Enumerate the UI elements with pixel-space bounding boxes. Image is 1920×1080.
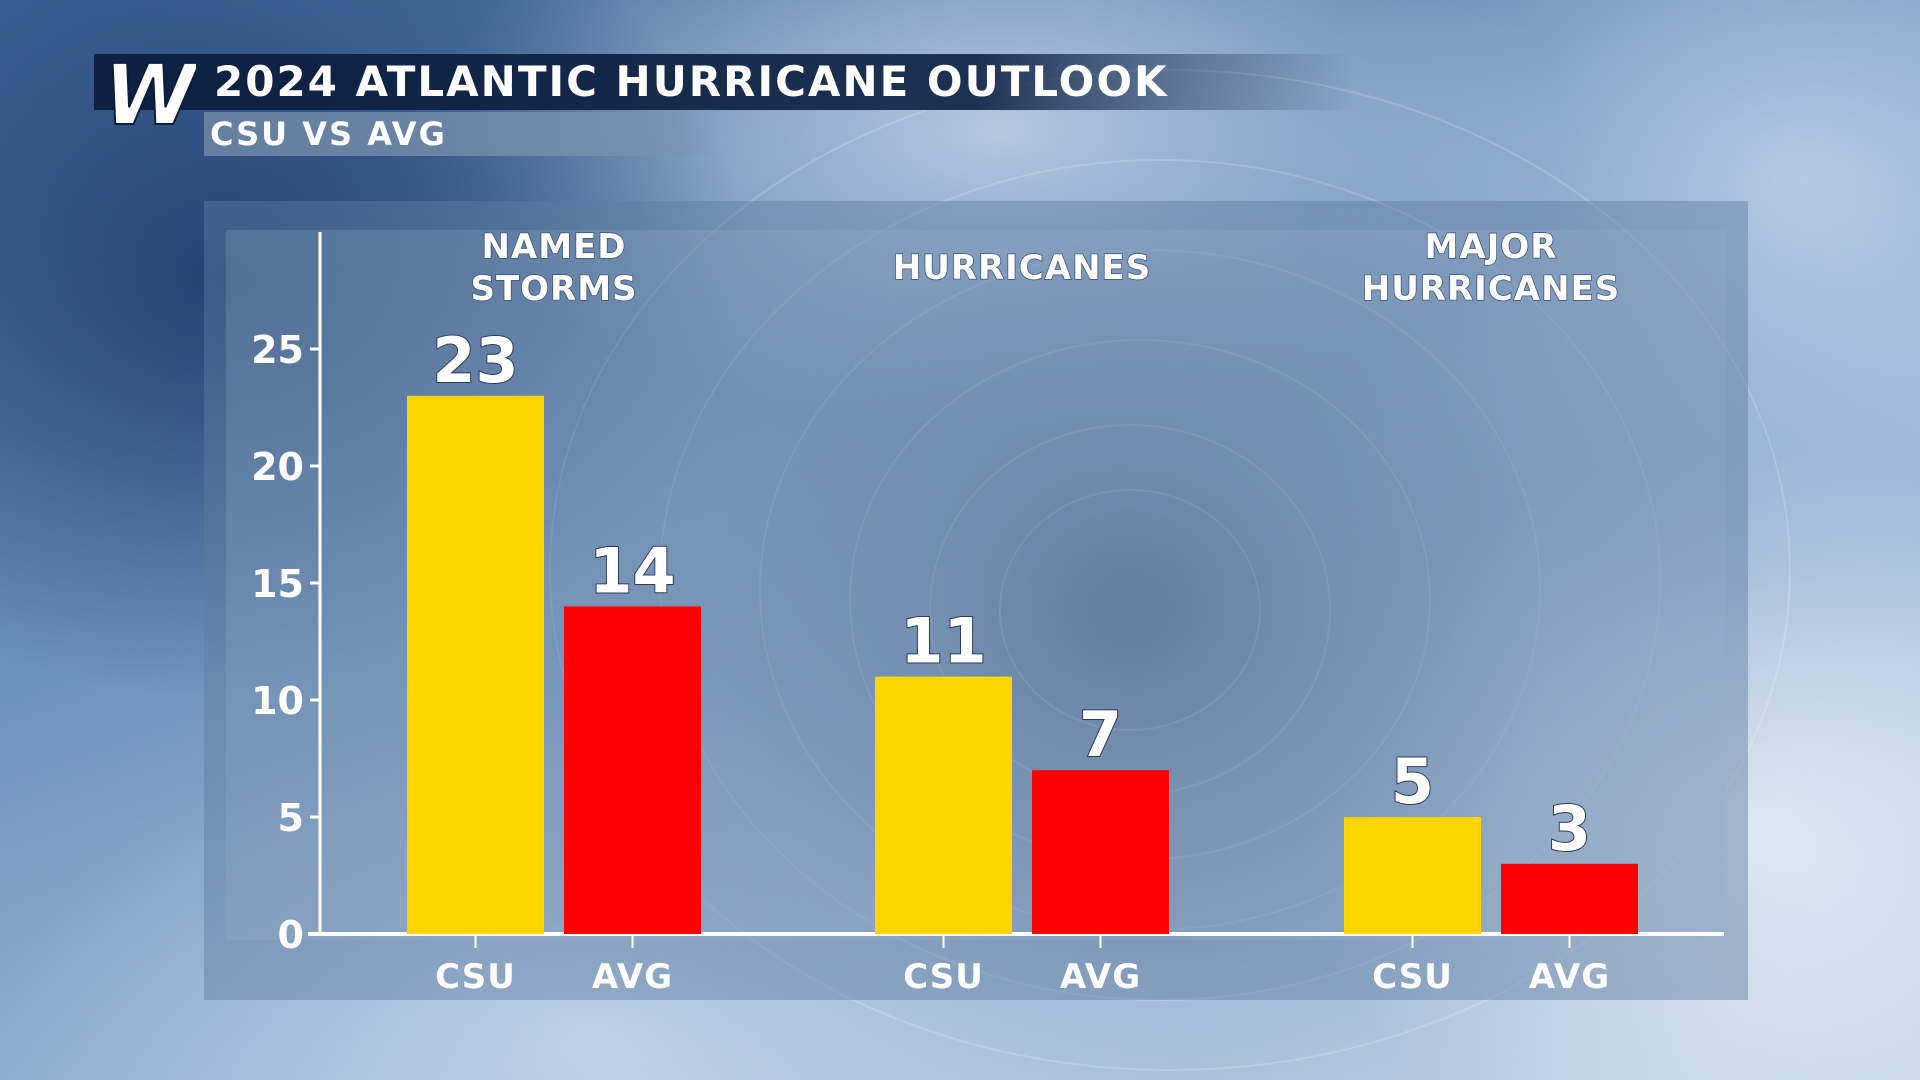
x-tick-label-avg: AVG bbox=[1060, 957, 1141, 997]
category-label: HURRICANES bbox=[1362, 269, 1621, 309]
x-tick-label-csu: CSU bbox=[903, 957, 984, 997]
subtitle-bar bbox=[204, 112, 720, 156]
page-subtitle: CSU VS AVG bbox=[210, 115, 447, 153]
data-label: 23 bbox=[432, 324, 518, 397]
x-tick-label-csu: CSU bbox=[1372, 957, 1453, 997]
bar-avg bbox=[564, 606, 701, 934]
logo-letter: W bbox=[104, 56, 196, 136]
bar-csu bbox=[1344, 817, 1481, 934]
x-tick-label-avg: AVG bbox=[592, 957, 673, 997]
bar-csu bbox=[875, 676, 1012, 934]
category-label: NAMED bbox=[481, 227, 626, 267]
y-tick-label: 10 bbox=[251, 679, 304, 723]
data-label: 5 bbox=[1391, 745, 1434, 818]
x-tick-label-avg: AVG bbox=[1529, 957, 1610, 997]
bar-avg bbox=[1501, 863, 1638, 934]
data-label: 14 bbox=[589, 534, 675, 607]
category-label: HURRICANES bbox=[893, 248, 1152, 288]
y-tick-label: 5 bbox=[278, 796, 304, 840]
title-bar bbox=[94, 54, 1354, 110]
x-tick-label-csu: CSU bbox=[435, 957, 516, 997]
bar-avg bbox=[1032, 770, 1169, 934]
y-tick-label: 20 bbox=[251, 445, 304, 489]
weather-logo-icon: W bbox=[104, 56, 196, 136]
category-label: STORMS bbox=[470, 269, 637, 309]
y-tick-label: 15 bbox=[251, 562, 304, 606]
data-label: 7 bbox=[1079, 698, 1122, 771]
data-label: 11 bbox=[900, 605, 986, 678]
y-tick-label: 0 bbox=[278, 913, 304, 957]
data-label: 3 bbox=[1548, 792, 1591, 865]
bar-csu bbox=[407, 395, 544, 934]
category-label: MAJOR bbox=[1425, 227, 1558, 267]
page-title: 2024 ATLANTIC HURRICANE OUTLOOK bbox=[214, 57, 1169, 106]
y-tick-label: 25 bbox=[251, 328, 304, 372]
